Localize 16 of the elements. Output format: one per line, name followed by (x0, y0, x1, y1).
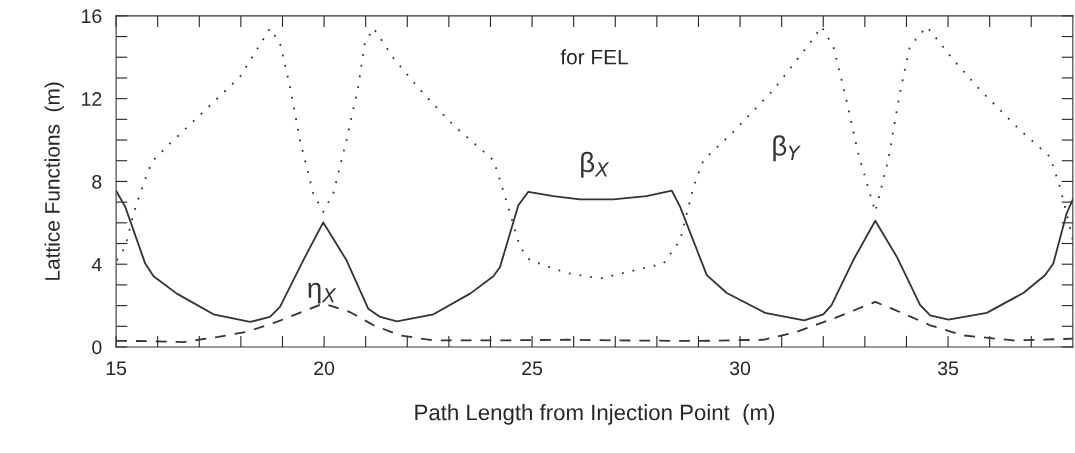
x-axis-title: Path Length from Injection Point (m) (415, 404, 775, 425)
x-tick-label: 15 (106, 361, 127, 376)
x-tick-label: 30 (730, 361, 751, 376)
y-tick-label: 8 (92, 174, 102, 189)
y-tick-label: 0 (92, 340, 102, 355)
x-tick-label: 20 (314, 361, 335, 376)
x-tick-label: 25 (522, 361, 543, 376)
y-axis-title: Lattice Functions (m) (44, 82, 64, 280)
y-tick-label: 12 (82, 92, 102, 106)
y-tick-label: 4 (91, 257, 102, 272)
series-label: β$_{Y}$ (773, 135, 801, 162)
x-tick-label: 35 (937, 361, 959, 376)
series-label: β$_{X}$ (581, 151, 610, 178)
y-tick-label: 16 (82, 9, 102, 24)
annotation: for FEL (560, 49, 628, 65)
series-label: η$_{X}$ (308, 282, 337, 304)
